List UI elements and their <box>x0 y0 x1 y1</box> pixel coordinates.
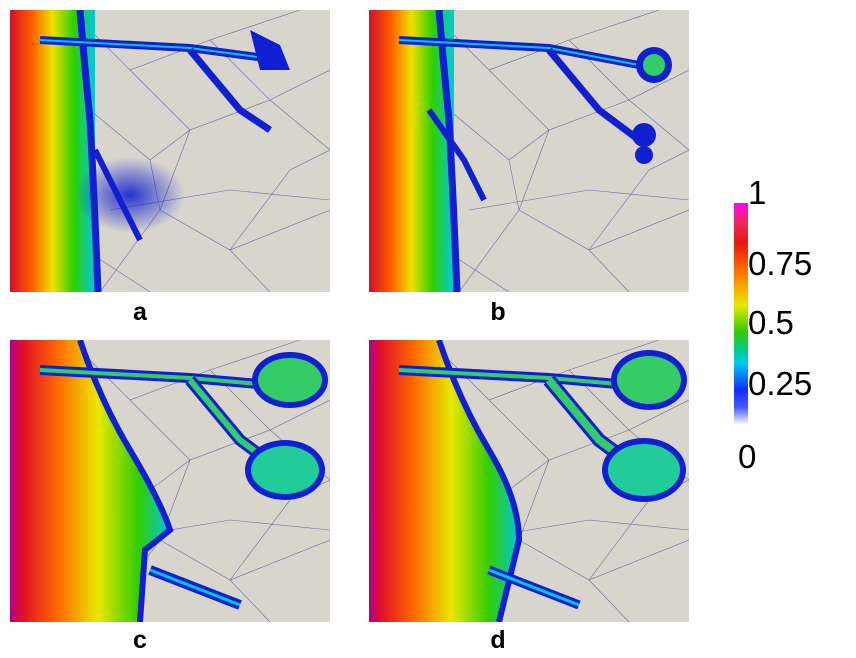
colorbar-tick-05: 0.5 <box>748 304 794 341</box>
panel-c-label: c <box>133 626 147 654</box>
panel-d <box>369 340 689 622</box>
colorbar-tick-0: 0 <box>738 438 757 475</box>
colorbar-tick-075: 0.75 <box>748 245 813 282</box>
colorbar <box>734 203 748 425</box>
panel-a-label: a <box>133 298 147 326</box>
panel-d-label: d <box>490 626 506 654</box>
panel-c <box>10 340 330 622</box>
colorbar-tick-1: 1 <box>748 174 767 211</box>
panel-b <box>369 10 689 292</box>
panel-b-label: b <box>490 298 506 326</box>
panel-a <box>10 10 330 292</box>
colorbar-tick-025: 0.25 <box>748 365 813 402</box>
